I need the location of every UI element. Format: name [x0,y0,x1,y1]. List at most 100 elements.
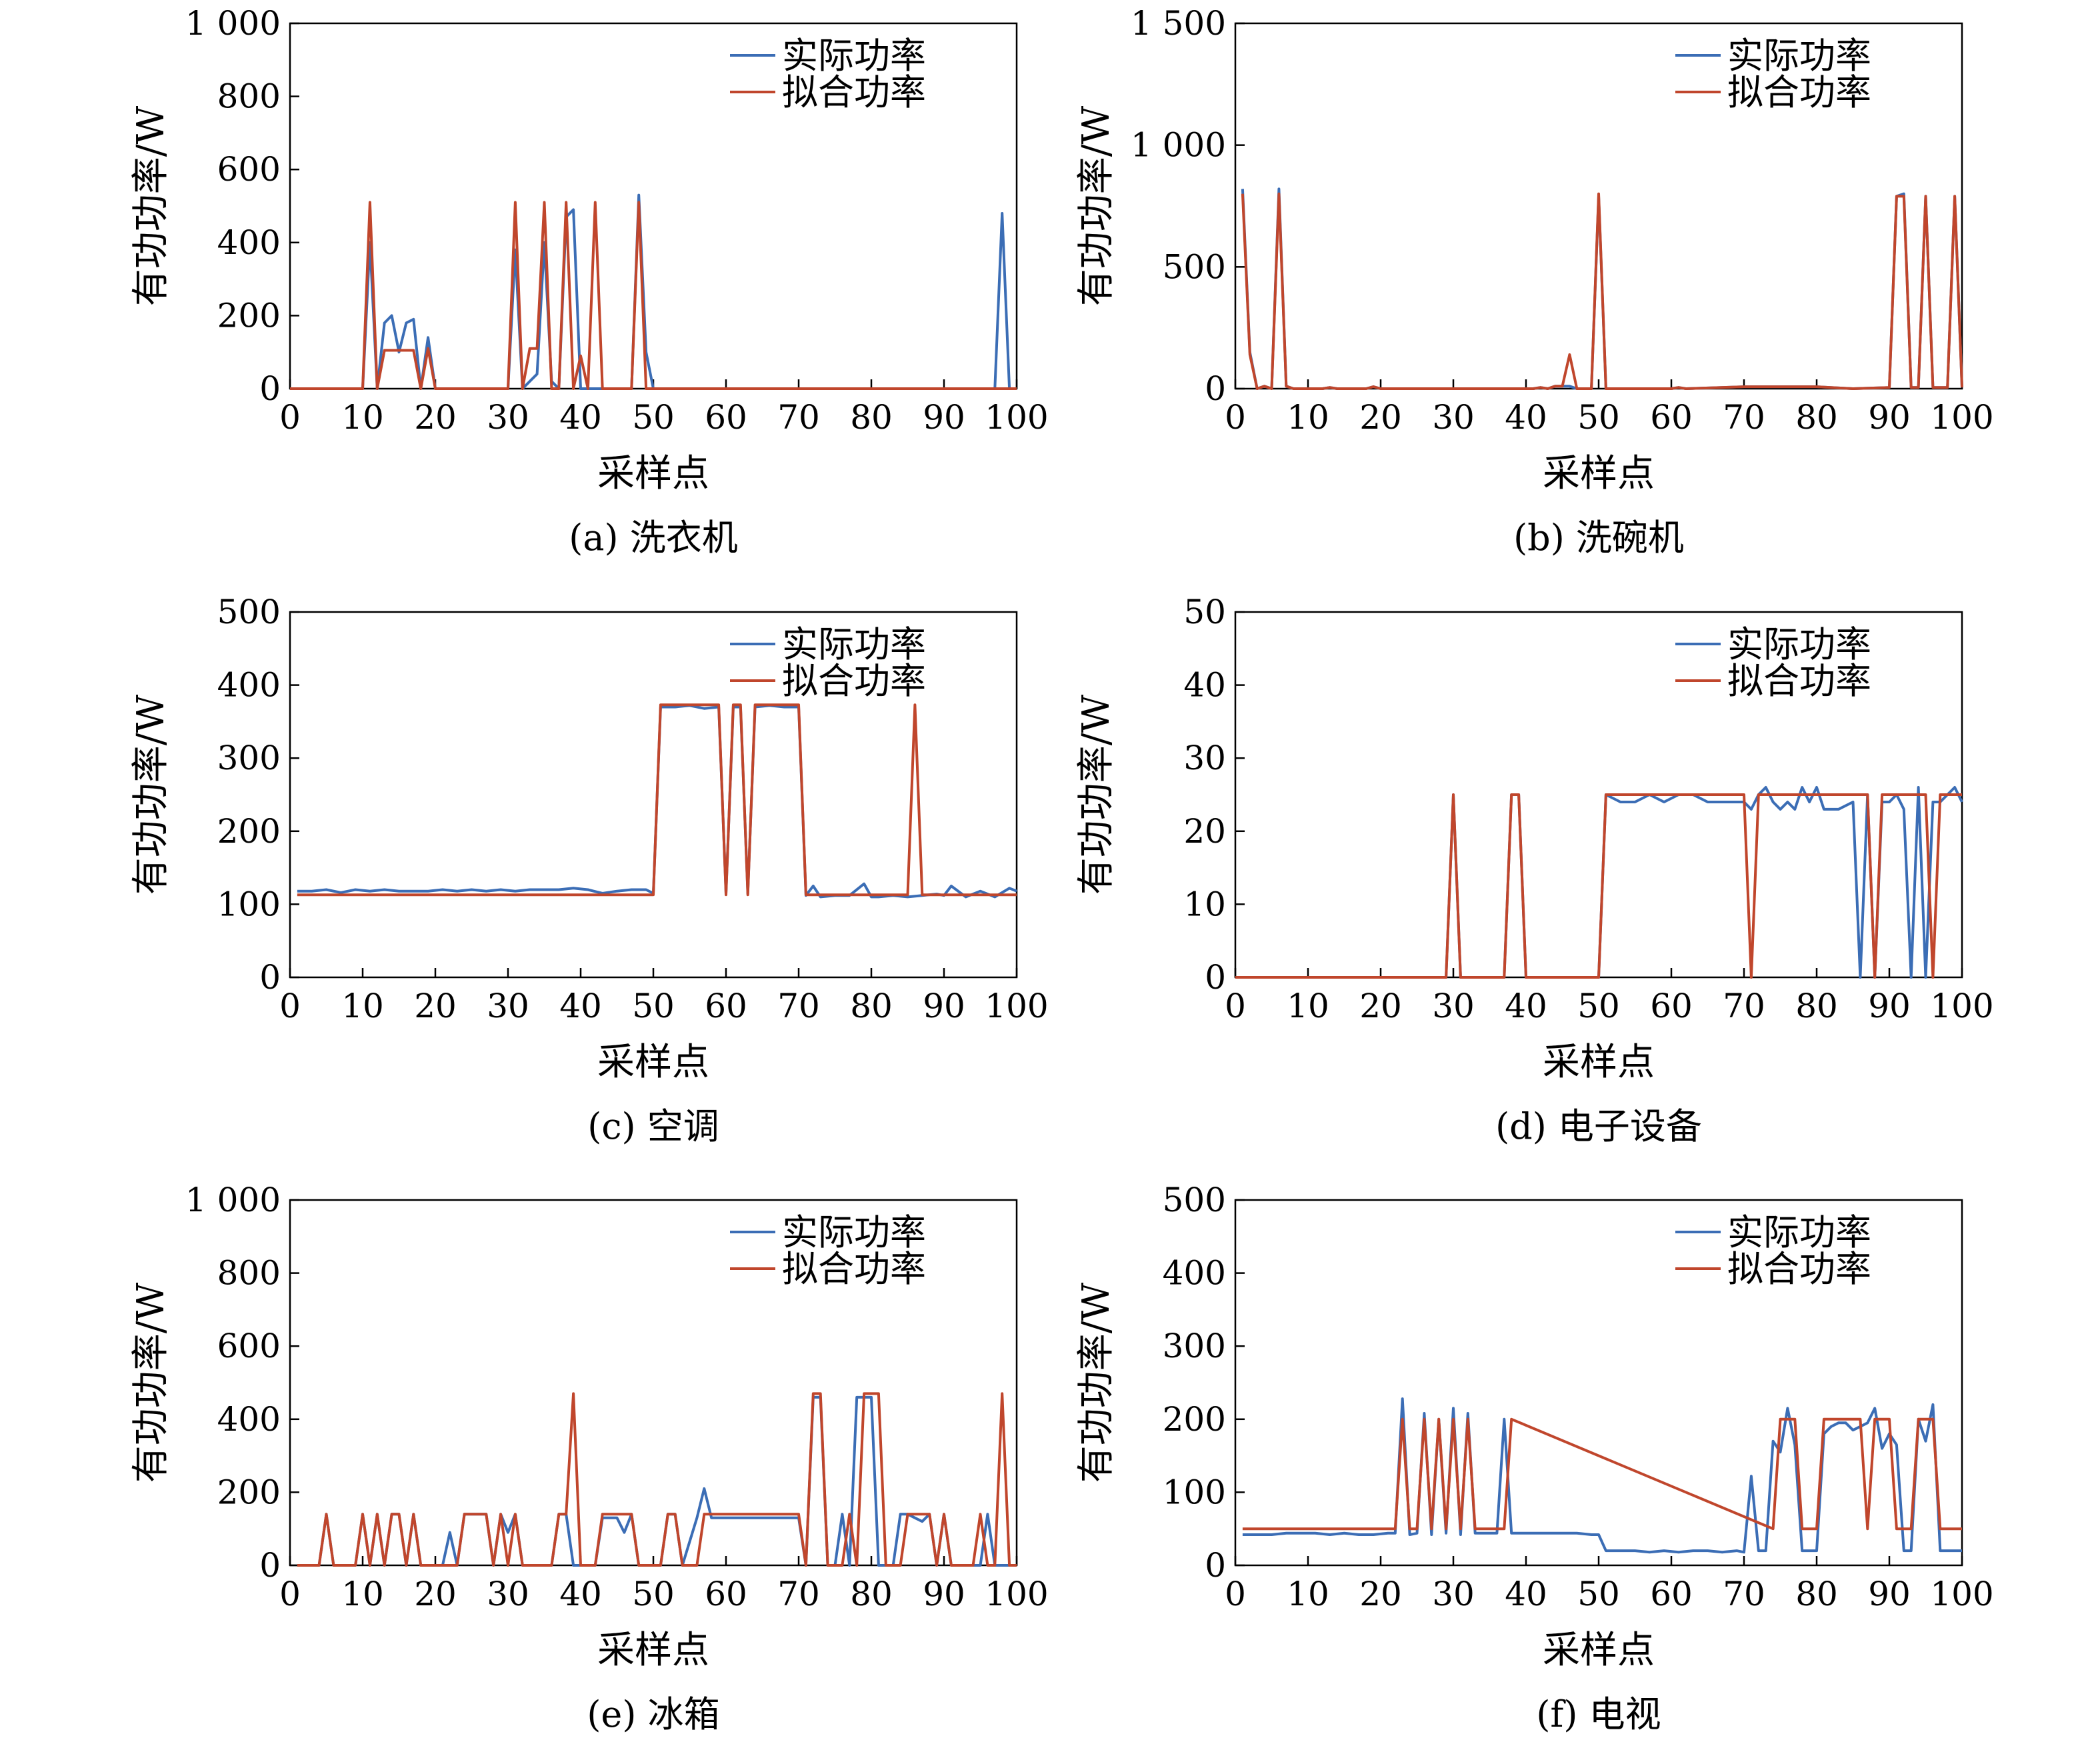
y-axis-label: 有功功率/W [1075,694,1118,895]
x-tick-label: 100 [985,1575,1048,1613]
y-tick-label: 500 [217,593,281,631]
y-tick-label: 800 [217,77,281,116]
y-tick-label: 400 [217,666,281,705]
x-tick-label: 70 [1723,987,1765,1025]
series-fitted-line [297,1392,1017,1567]
x-tick-label: 90 [1868,987,1911,1025]
x-tick-label: 60 [705,987,747,1025]
x-tick-label: 80 [850,1575,893,1613]
x-axis-label: 采样点 [1543,1629,1655,1672]
y-tick-label: 200 [217,812,281,851]
chart-caption: (e) 冰箱 [587,1693,719,1735]
x-tick-label: 10 [341,987,384,1025]
x-tick-label: 30 [487,398,529,437]
series-actual-line [290,193,1017,390]
y-tick-label: 0 [1205,1546,1226,1585]
y-tick-label: 600 [217,1327,281,1365]
chart-caption: (f) 电视 [1536,1693,1661,1735]
y-tick-label: 400 [1163,1254,1226,1293]
y-tick-label: 500 [1163,247,1226,286]
x-tick-label: 0 [1225,1575,1246,1613]
y-axis-label: 有功功率/W [129,694,173,895]
legend-label-fitted: 拟合功率 [1727,71,1871,113]
x-tick-label: 0 [279,1575,301,1613]
series-actual-line [297,704,1017,899]
x-tick-label: 70 [777,1575,820,1613]
y-tick-label: 0 [259,958,281,997]
legend-label-actual: 实际功率 [1727,623,1871,665]
x-tick-label: 40 [1505,398,1547,437]
x-tick-label: 50 [1577,987,1620,1025]
chart-d: 0 10 20 30 40 50 0 10 20 30 40 50 60 70 80 90 100 采样点 有功功率… [1075,593,1994,1147]
x-tick-label: 80 [1795,987,1838,1025]
chart-e: 0 200 400 600 800 1 000 0 10 20 30 40 50 60 70 80 90 100… [129,1181,1049,1735]
y-tick-label: 300 [217,739,281,777]
chart-f: 0 100 200 300 400 500 0 10 20 30 40 50 60 70 80 90 100 采样… [1075,1181,1994,1735]
chart-b: 0 500 1 000 1 500 0 10 20 30 40 50 60 70 80 90 100 采样点 有… [1075,4,1994,559]
y-tick-label: 200 [217,1473,281,1511]
legend-label-fitted: 拟合功率 [782,71,926,113]
y-tick-label: 200 [217,296,281,335]
x-tick-label: 40 [559,987,602,1025]
chart-caption: (a) 洗衣机 [569,517,738,559]
legend-label-fitted: 拟合功率 [782,660,926,702]
y-tick-label: 400 [217,1400,281,1439]
x-tick-label: 30 [487,987,529,1025]
x-tick-label: 10 [1287,1575,1329,1613]
x-tick-label: 80 [1795,398,1838,437]
y-axis-label: 有功功率/W [1075,1282,1118,1483]
y-tick-label: 30 [1183,739,1226,777]
x-tick-label: 60 [1650,1575,1693,1613]
x-tick-label: 70 [1723,398,1765,437]
x-tick-label: 30 [1432,1575,1475,1613]
x-tick-label: 100 [1930,987,1993,1025]
x-tick-label: 0 [1225,987,1246,1025]
x-tick-label: 10 [1287,987,1329,1025]
series-fitted-line [290,201,1017,390]
x-tick-label: 60 [705,1575,747,1613]
y-tick-label: 40 [1183,666,1226,705]
legend-label-actual: 实际功率 [1727,35,1871,77]
x-tick-label: 20 [1359,987,1402,1025]
x-tick-label: 100 [1930,1575,1993,1613]
y-tick-label: 600 [217,150,281,189]
legend-label-fitted: 拟合功率 [1727,660,1871,702]
x-tick-label: 90 [1868,1575,1911,1613]
x-tick-label: 40 [559,1575,602,1613]
legend-label-actual: 实际功率 [1727,1211,1871,1253]
x-tick-label: 60 [1650,398,1693,437]
x-tick-label: 0 [279,398,301,437]
x-axis-label: 采样点 [597,1041,709,1084]
chart-caption: (c) 空调 [587,1105,719,1147]
y-tick-label: 200 [1163,1400,1226,1439]
y-tick-label: 500 [1163,1181,1226,1219]
y-tick-label: 100 [1163,1473,1226,1511]
x-tick-label: 50 [632,398,675,437]
x-axis-label: 采样点 [597,452,709,495]
x-tick-label: 70 [1723,1575,1765,1613]
series-fitted-line [1242,1417,1962,1531]
y-tick-label: 0 [1205,369,1226,408]
chart-caption: (b) 洗碗机 [1513,517,1684,559]
y-tick-label: 20 [1183,812,1226,851]
y-axis-label: 有功功率/W [129,105,173,306]
x-tick-label: 0 [279,987,301,1025]
x-axis-label: 采样点 [1543,1041,1655,1084]
y-tick-label: 10 [1183,885,1226,923]
y-tick-label: 100 [217,885,281,923]
x-tick-label: 90 [923,1575,965,1613]
chart-caption: (d) 电子设备 [1495,1105,1702,1147]
x-tick-label: 50 [1577,398,1620,437]
x-tick-label: 100 [985,398,1048,437]
series-fitted-line [1241,192,1963,390]
x-tick-label: 80 [850,987,893,1025]
x-axis-label: 采样点 [1543,452,1655,495]
y-tick-label: 50 [1183,593,1226,631]
x-tick-label: 50 [632,987,675,1025]
y-tick-label: 0 [259,369,281,408]
x-tick-label: 100 [985,987,1048,1025]
x-tick-label: 60 [705,398,747,437]
legend-label-actual: 实际功率 [782,1211,926,1253]
y-tick-label: 1 000 [185,1181,281,1219]
y-axis-label: 有功功率/W [129,1282,173,1483]
